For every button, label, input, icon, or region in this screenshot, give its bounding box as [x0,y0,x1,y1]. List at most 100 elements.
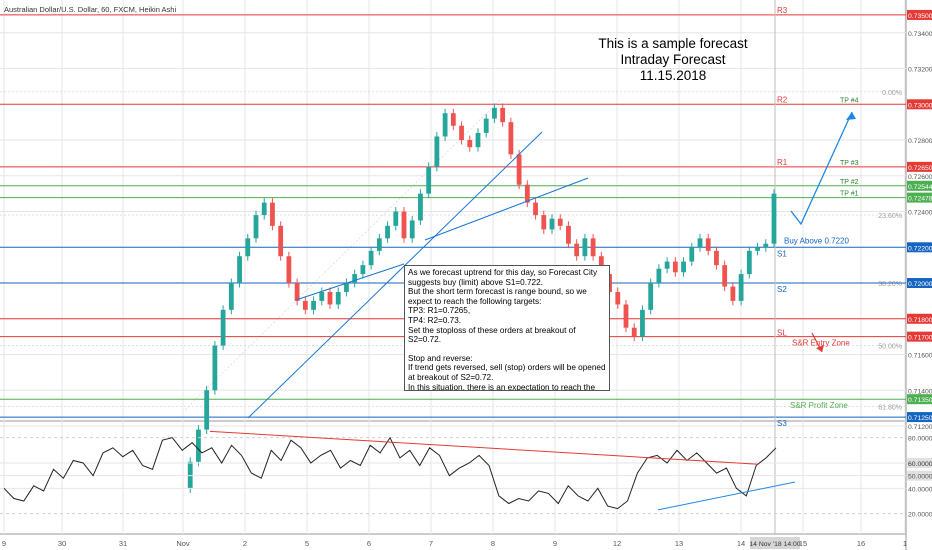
candle-body [730,286,736,301]
forecast-path-up [790,111,853,226]
level-note-label: Buy Above 0.7220 [784,236,849,245]
level-note-label: S&R Profit Zone [790,401,848,410]
level-price-label: 0.72544 [908,184,932,191]
candle-body [648,283,654,310]
candle-body [212,345,218,391]
level-name-label: S2 [777,285,787,294]
candle-body [385,225,390,239]
level-price-badge [907,99,932,110]
x-tick-label: 30 [58,539,66,548]
candle-body [409,220,415,239]
candle-body [196,429,201,462]
osc-tick-label: 80.0000 [908,436,932,443]
fib-level-label: 23.60% [878,213,902,220]
forecast-title-line1: This is a sample forecast [598,36,748,51]
target-label: TP #2 [840,179,859,186]
candle-body [393,211,399,226]
level-price-label: 0.72478 [908,196,932,203]
candle-body [368,250,374,266]
candle-body [204,390,210,430]
candle-body [722,265,728,287]
y-tick-label: 0.72400 [908,210,932,217]
level-price-label: 0.72650 [908,165,932,172]
level-price-label: 0.73000 [908,102,932,109]
candle-body [245,238,251,257]
level-price-label: 0.72200 [908,245,932,252]
candle-body [261,202,267,216]
candle-body [656,268,662,284]
target-label: TP #4 [840,97,859,104]
candle-body [640,309,645,337]
candle-body [738,274,744,301]
osc-current-label: 60.0000 [908,461,932,468]
x-tick-label: 6 [367,539,371,548]
candle-body [327,291,333,305]
candle-body [220,309,226,346]
level-price-badge [907,278,932,289]
level-name-label: S1 [777,249,787,258]
level-note-label: S&R Entry Zone [792,339,850,348]
candle-body [228,283,234,310]
level-price-label: 0.73500 [908,13,932,20]
x-tick-label: 14 [737,539,745,548]
candle-body [697,238,703,248]
osc-tick-label: 40.0000 [908,486,932,493]
y-tick-label: 0.71600 [908,353,932,360]
candle-body [418,193,423,221]
candle-body [270,202,275,226]
osc-value-badge [907,470,932,481]
y-tick-label: 0.73400 [908,31,932,38]
level-price-badge [907,9,932,20]
candle-body [705,238,711,251]
fib-level-label: 38.20% [878,281,902,288]
candle-body [524,184,530,203]
level-name-label: R1 [777,158,788,167]
level-name-label: SL [777,329,787,338]
level-name-label: S3 [777,419,787,428]
forecast-arrow-down-head [816,345,824,352]
x-tick-label: 8 [491,539,495,548]
note-paragraph-2: Stop and reverse: If trend gets reversed… [408,353,606,391]
candle-body [557,218,563,226]
candle-body [771,193,777,244]
level-name-label: R2 [777,95,788,104]
candle-body [755,247,760,251]
x-tick-label: 15 [799,539,807,548]
y-tick-label: 0.71200 [908,424,932,431]
level-price-label: 0.71350 [908,397,932,404]
candle-body [541,215,547,230]
candle-body [319,291,325,301]
trendline-long [247,131,543,419]
x-tick-label: Nov [176,539,190,548]
fib-level-label: 50.00% [878,344,902,351]
candle-body [294,283,300,301]
osc-value-badge [907,458,932,468]
candle-body [360,265,366,275]
level-name-label: R3 [777,6,788,15]
candle-body [533,202,538,216]
candle-body [442,113,448,137]
x-tick-label: 1 [903,539,907,548]
level-price-badge [907,313,932,324]
fib-trend-line [184,99,501,411]
x-tick-label: 2 [243,539,247,548]
candle-body [746,250,752,275]
forecast-note: As we forecast uptrend for this day, so … [404,265,610,391]
candle-body [459,125,464,141]
forecast-arrow-up-head [846,112,856,120]
candle-body [302,300,308,310]
x-tick-label: 31 [119,539,127,548]
symbol-title: Australian Dollar/U.S. Dollar, 60, FXCM,… [4,5,177,14]
candle-body [500,107,506,123]
candle-body [566,225,571,244]
candle-body [426,166,432,194]
candle-body [631,327,637,337]
level-price-badge [907,192,932,203]
y-tick-label: 0.72800 [908,138,932,145]
y-tick-label: 0.71400 [908,388,932,395]
x-tick-label: 7 [429,539,433,548]
oscillator-line [3,436,777,510]
candle-body [483,118,489,133]
level-price-badge [907,394,932,405]
candle-body [590,238,596,257]
